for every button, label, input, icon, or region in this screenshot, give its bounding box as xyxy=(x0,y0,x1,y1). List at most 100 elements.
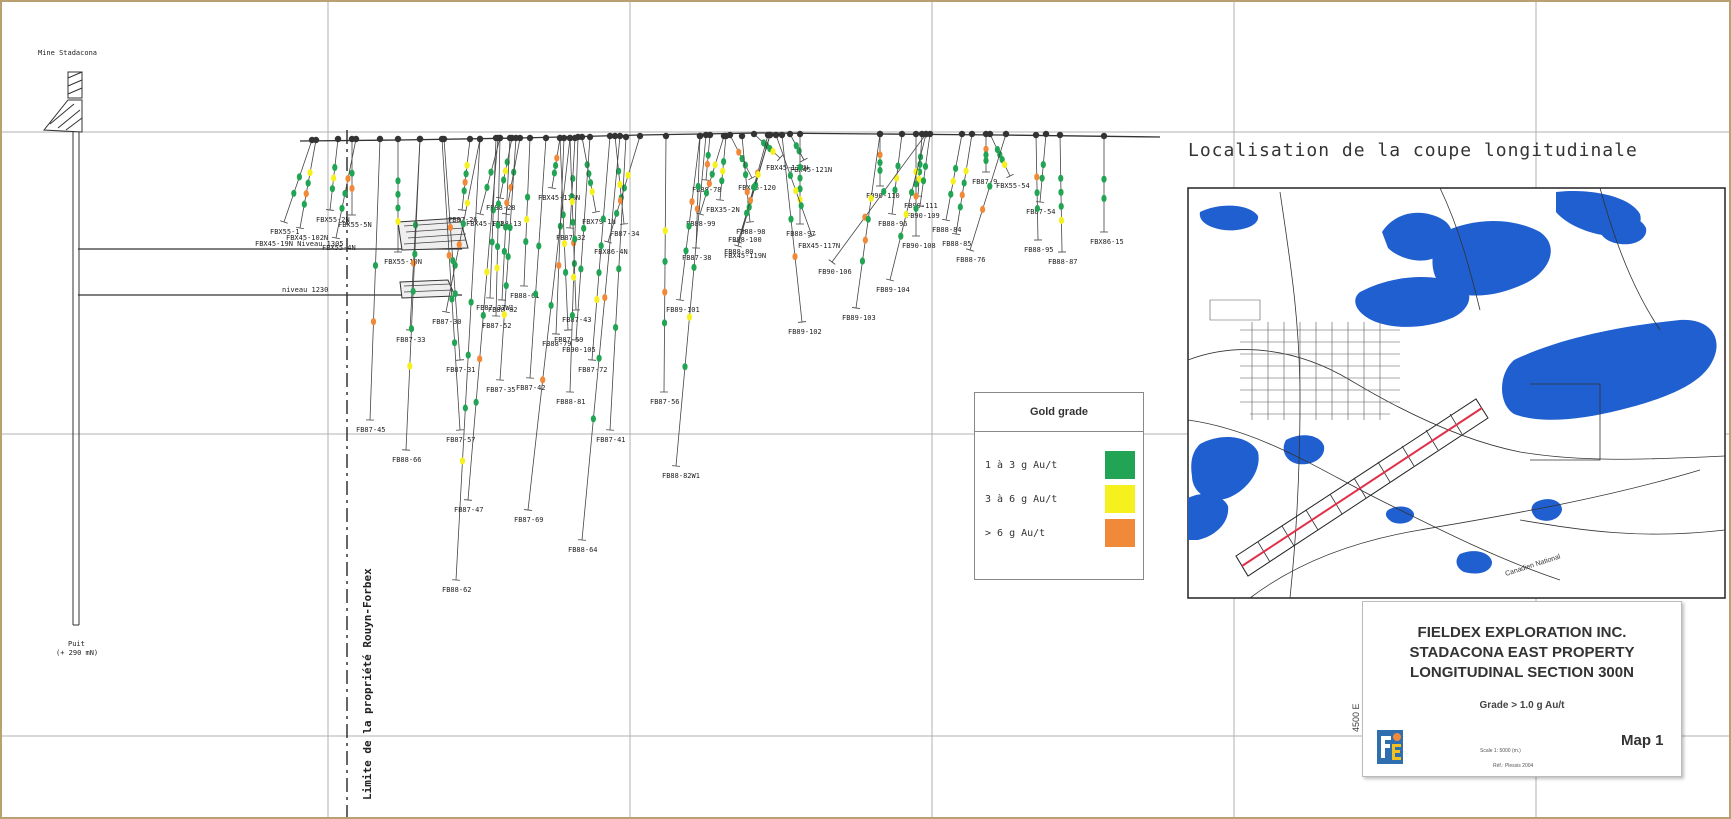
drillhole-collar xyxy=(512,134,520,142)
drillhole-collar xyxy=(334,135,342,143)
easting-label: 4500 E xyxy=(1351,703,1361,732)
assay-intercept xyxy=(462,178,468,186)
drillhole-collar xyxy=(394,135,402,143)
assay-intercept xyxy=(501,247,507,255)
drillhole-label: FB87-41 xyxy=(596,436,626,444)
assay-intercept xyxy=(625,171,631,179)
mine-label: Mine Stadacona xyxy=(38,49,97,57)
drillhole-label: FBX45-118N xyxy=(766,164,808,172)
assay-intercept xyxy=(301,200,307,208)
assay-intercept xyxy=(703,189,710,197)
assay-intercept xyxy=(456,240,462,249)
drillhole-label: FBX45-116N xyxy=(538,194,580,202)
drillhole-collar xyxy=(622,133,630,141)
drillhole-trace xyxy=(831,133,927,263)
assay-intercept xyxy=(877,166,883,174)
company-logo-icon xyxy=(1377,730,1403,764)
assay-intercept xyxy=(868,194,874,202)
assay-intercept xyxy=(980,205,986,213)
assay-intercept xyxy=(569,311,576,320)
assay-intercept xyxy=(739,155,745,163)
drillhole-collar xyxy=(968,130,976,138)
drillhole-collar xyxy=(796,130,804,138)
assay-intercept xyxy=(686,313,693,321)
drillhole-label: FB88-80 xyxy=(724,248,754,256)
drillhole-label: FB87-37W1 xyxy=(476,304,514,312)
drillhole-endcap xyxy=(577,539,587,541)
assay-intercept xyxy=(449,295,455,303)
assay-intercept xyxy=(877,159,883,167)
drillhole-label: FB87-57 xyxy=(446,436,476,444)
drillhole-collar xyxy=(702,131,710,139)
drillhole-collar xyxy=(778,131,786,139)
assay-intercept xyxy=(983,157,989,165)
assay-intercept xyxy=(468,298,474,306)
drillhole-endcap xyxy=(591,210,601,214)
drillhole-trace xyxy=(581,135,621,541)
localisation-map: Canadien National xyxy=(1187,187,1726,599)
assay-intercept xyxy=(953,164,959,172)
drillhole-trace xyxy=(569,136,579,393)
drillhole-label: FB87-35 xyxy=(486,386,516,394)
roads xyxy=(1187,187,1726,599)
drillhole-label: FB88-87 xyxy=(1048,258,1078,266)
drillhole-label: FB87-26 xyxy=(448,216,478,224)
drillhole-endcap xyxy=(441,310,451,314)
assay-intercept xyxy=(463,170,469,178)
drillhole-collar xyxy=(876,130,884,138)
drillhole-endcap xyxy=(745,221,755,223)
drillhole-collar xyxy=(922,130,930,138)
lakes xyxy=(1188,190,1717,574)
assay-intercept xyxy=(584,161,590,169)
drillhole-label: FB87-34 xyxy=(610,230,640,238)
assay-intercept xyxy=(569,198,575,206)
assay-intercept xyxy=(303,190,309,198)
drillhole-trace xyxy=(559,137,569,331)
assay-intercept xyxy=(452,290,458,298)
drillhole-endcap xyxy=(547,186,557,190)
legend-item-mid: 3 à 6 g Au/t xyxy=(985,485,1135,513)
gold-grade-legend: Gold grade 1 à 3 g Au/t 3 à 6 g Au/t > 6… xyxy=(974,392,1144,580)
assay-intercept xyxy=(495,200,502,208)
drillhole-collar xyxy=(438,135,446,143)
shaft xyxy=(72,132,80,626)
assay-intercept xyxy=(893,174,900,182)
drillhole-collar xyxy=(542,134,550,142)
assay-intercept xyxy=(1002,161,1008,169)
drillhole-endcap xyxy=(951,232,961,236)
section-corridor xyxy=(1235,398,1489,577)
assay-intercept xyxy=(913,180,919,188)
assay-intercept xyxy=(464,161,470,169)
drillhole-label: FB87-42 xyxy=(516,384,546,392)
drillhole-collar xyxy=(1002,130,1010,138)
drillhole-endcap xyxy=(476,212,484,216)
mine-headframe xyxy=(43,71,83,133)
drillhole-trace xyxy=(1035,134,1039,241)
assay-intercept xyxy=(859,257,866,265)
assay-intercept xyxy=(548,301,554,309)
drillhole-endcap xyxy=(525,377,535,379)
assay-intercept xyxy=(689,198,695,206)
drillhole-label: FB88-76 xyxy=(956,256,986,264)
drillhole-label: FB87-30 xyxy=(432,318,462,326)
drillhole-endcap xyxy=(808,234,816,238)
assay-intercept xyxy=(410,287,416,295)
drillhole-label: FBX55-2N xyxy=(316,216,350,224)
assay-intercept xyxy=(922,162,929,170)
assay-intercept xyxy=(587,179,594,187)
assay-intercept xyxy=(913,192,919,200)
drillhole-endcap xyxy=(887,213,897,215)
drillhole-label: FB87-54 xyxy=(1026,208,1056,216)
drillhole-label: FB88-66 xyxy=(392,456,422,464)
assay-intercept xyxy=(305,179,311,187)
drillhole-endcap xyxy=(325,209,335,211)
assay-intercept xyxy=(602,294,608,302)
assay-intercept xyxy=(473,398,479,406)
drillhole-label: FB88-85 xyxy=(942,240,972,248)
assay-intercept xyxy=(554,154,560,162)
assay-intercept xyxy=(489,238,495,246)
drillhole-endcap xyxy=(886,278,894,282)
drillhole-label: FB88-81 xyxy=(556,398,586,406)
assay-intercept xyxy=(959,191,965,199)
